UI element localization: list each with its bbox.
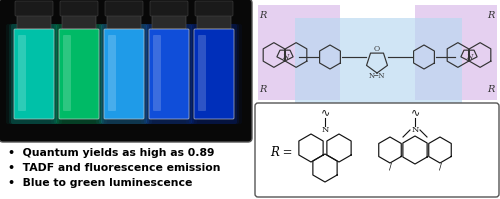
Text: R: R (260, 86, 266, 95)
FancyBboxPatch shape (195, 1, 233, 16)
Text: N─N: N─N (369, 72, 385, 80)
FancyBboxPatch shape (17, 13, 51, 29)
FancyBboxPatch shape (197, 13, 231, 29)
FancyBboxPatch shape (18, 35, 26, 111)
FancyBboxPatch shape (150, 1, 188, 16)
FancyBboxPatch shape (144, 24, 194, 124)
FancyBboxPatch shape (62, 13, 96, 29)
FancyBboxPatch shape (54, 24, 104, 124)
Text: R: R (260, 12, 266, 20)
FancyBboxPatch shape (63, 35, 71, 111)
FancyBboxPatch shape (108, 35, 116, 111)
Text: R =: R = (270, 145, 292, 158)
FancyBboxPatch shape (15, 1, 53, 16)
FancyBboxPatch shape (146, 24, 192, 124)
FancyBboxPatch shape (96, 24, 152, 124)
Text: •  Blue to green luminescence: • Blue to green luminescence (8, 178, 192, 188)
FancyBboxPatch shape (255, 103, 499, 197)
FancyBboxPatch shape (152, 13, 186, 29)
FancyBboxPatch shape (59, 29, 99, 119)
FancyBboxPatch shape (191, 24, 237, 124)
FancyBboxPatch shape (186, 24, 242, 124)
FancyBboxPatch shape (56, 24, 102, 124)
Text: •  TADF and fluorescence emission: • TADF and fluorescence emission (8, 163, 220, 173)
Text: N: N (466, 53, 472, 61)
FancyBboxPatch shape (105, 1, 143, 16)
FancyBboxPatch shape (141, 24, 197, 124)
FancyBboxPatch shape (60, 1, 98, 16)
FancyBboxPatch shape (11, 24, 57, 124)
FancyBboxPatch shape (99, 24, 149, 124)
Text: /: / (388, 163, 392, 172)
Text: •  Quantum yields as high as 0.89: • Quantum yields as high as 0.89 (8, 148, 214, 158)
FancyBboxPatch shape (51, 24, 107, 124)
FancyBboxPatch shape (198, 35, 206, 111)
FancyBboxPatch shape (149, 29, 189, 119)
FancyBboxPatch shape (101, 24, 147, 124)
Polygon shape (295, 18, 462, 103)
Polygon shape (415, 5, 497, 100)
Text: N: N (412, 126, 418, 134)
FancyBboxPatch shape (189, 24, 239, 124)
FancyBboxPatch shape (107, 13, 141, 29)
Text: R: R (488, 86, 494, 95)
FancyBboxPatch shape (104, 29, 144, 119)
Text: R: R (488, 12, 494, 20)
Text: O: O (374, 45, 380, 53)
FancyBboxPatch shape (9, 24, 59, 124)
FancyBboxPatch shape (194, 29, 234, 119)
FancyBboxPatch shape (153, 35, 161, 111)
FancyBboxPatch shape (0, 0, 252, 142)
Text: N: N (322, 126, 328, 134)
Text: ∿: ∿ (320, 107, 330, 117)
Text: /: / (438, 163, 442, 172)
Text: ∿: ∿ (410, 107, 420, 117)
FancyBboxPatch shape (6, 24, 62, 124)
Polygon shape (258, 5, 340, 100)
FancyBboxPatch shape (14, 29, 54, 119)
Text: N: N (282, 53, 288, 61)
